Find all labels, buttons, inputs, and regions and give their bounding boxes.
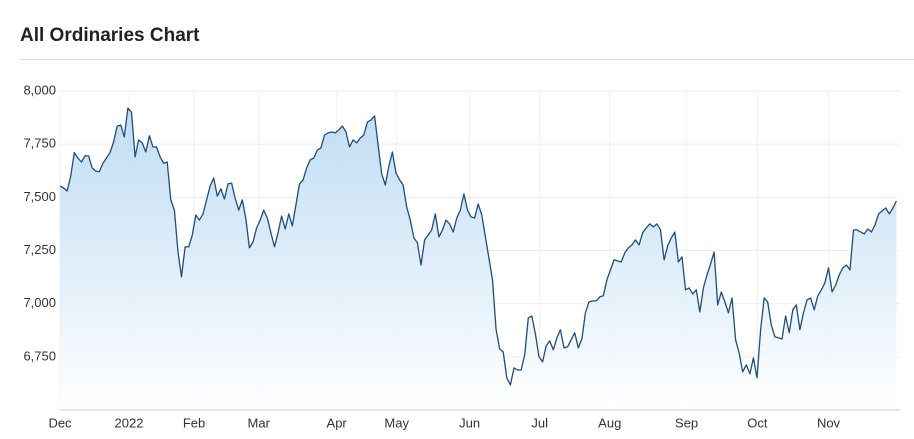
y-tick-label: 8,000 bbox=[23, 82, 56, 97]
x-tick-label: Aug bbox=[598, 415, 621, 430]
x-tick-label: Nov bbox=[817, 415, 841, 430]
y-tick-label: 7,250 bbox=[23, 242, 56, 257]
y-tick-label: 7,750 bbox=[23, 136, 56, 151]
area bbox=[60, 108, 897, 410]
x-tick-label: Jun bbox=[459, 415, 480, 430]
y-tick-label: 7,000 bbox=[23, 295, 56, 310]
x-tick-label: Mar bbox=[248, 415, 271, 430]
x-tick-label: Jul bbox=[531, 415, 548, 430]
x-tick-label: Feb bbox=[183, 415, 205, 430]
x-tick-label: Oct bbox=[747, 415, 768, 430]
x-tick-label: Apr bbox=[327, 415, 348, 430]
line bbox=[59, 107, 897, 386]
y-tick-label: 6,750 bbox=[23, 348, 56, 363]
x-tick-label: May bbox=[384, 415, 409, 430]
x-tick-label: Dec bbox=[48, 415, 72, 430]
y-tick-label: 7,500 bbox=[23, 189, 56, 204]
chart-title: All Ordinaries Chart bbox=[20, 25, 200, 46]
x-tick-label: 2022 bbox=[115, 415, 144, 430]
x-tick-label: Sep bbox=[675, 415, 698, 430]
